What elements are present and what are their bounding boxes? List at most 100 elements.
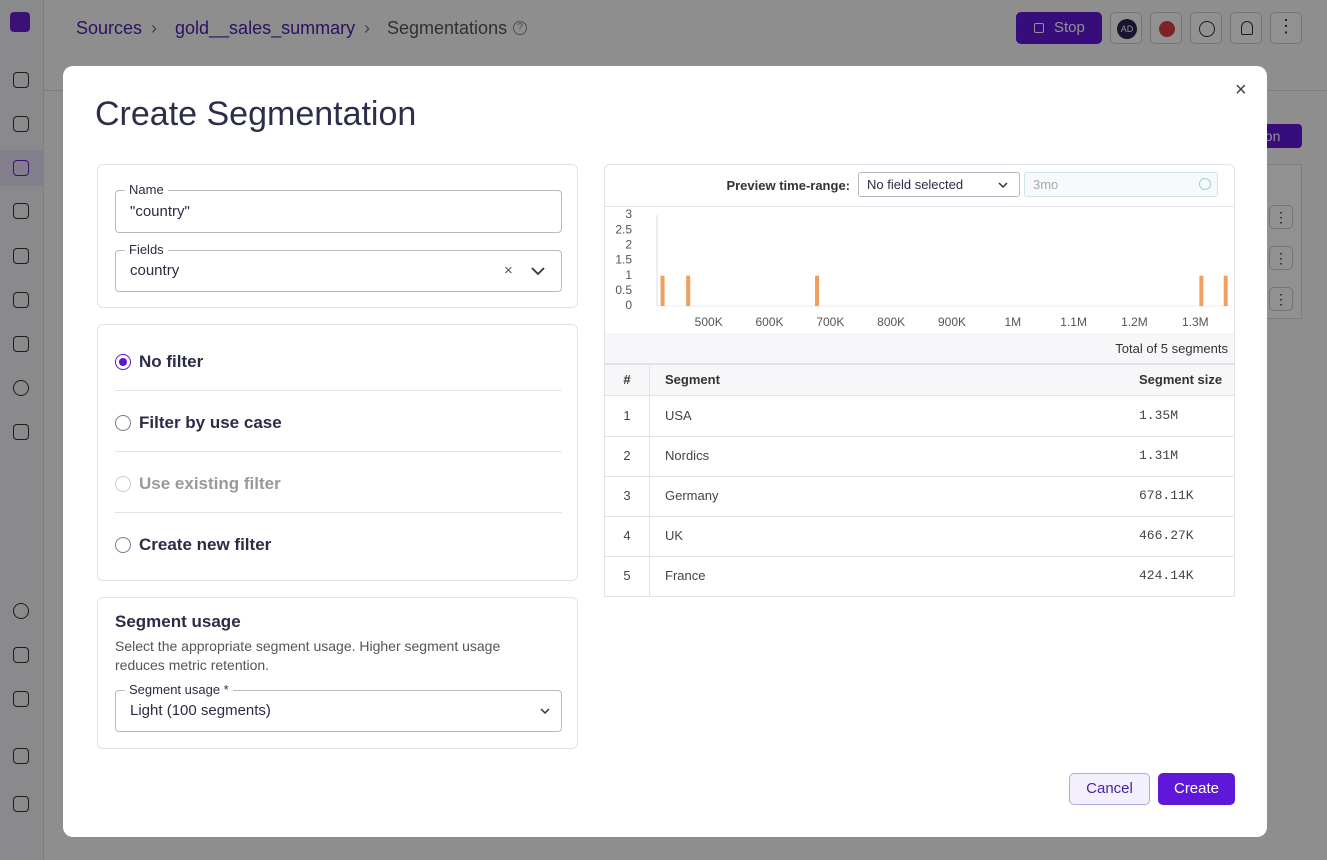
info-icon bbox=[1199, 21, 1215, 37]
radio[interactable] bbox=[115, 354, 131, 370]
breadcrumb[interactable]: gold__sales_summary bbox=[175, 18, 356, 38]
nav-icon[interactable] bbox=[13, 603, 29, 619]
time-range-placeholder: 3mo bbox=[1033, 177, 1059, 192]
chevron bbox=[998, 182, 1008, 189]
alert-icon bbox=[1159, 21, 1175, 37]
modal: Create Segmentation × Name "country" Fie… bbox=[63, 66, 1267, 837]
nav-icon[interactable] bbox=[13, 292, 29, 308]
nav-icon[interactable] bbox=[13, 116, 29, 132]
table-cell: UK bbox=[665, 528, 684, 543]
modal-title: Create Segmentation bbox=[95, 95, 417, 133]
name-label: Name bbox=[125, 183, 168, 197]
fields-select[interactable]: Fields country × bbox=[115, 243, 562, 292]
y-tick-label: 0.5 bbox=[615, 283, 632, 297]
radio[interactable] bbox=[115, 415, 131, 431]
y-tick-label: 2.5 bbox=[615, 222, 632, 236]
nav-icon[interactable] bbox=[13, 160, 29, 176]
menu-button[interactable]: ⋮ bbox=[1270, 12, 1302, 44]
nav-icon[interactable] bbox=[13, 336, 29, 352]
bar bbox=[1199, 275, 1204, 306]
x-tick-label: 1.3M bbox=[1182, 315, 1209, 329]
close-button[interactable]: × bbox=[1235, 79, 1247, 101]
table-cell: Nordics bbox=[665, 448, 710, 463]
x-tick-label: 700K bbox=[816, 315, 844, 329]
preview-panel: Preview time-range: No field selected 3m… bbox=[604, 164, 1235, 364]
filter-option[interactable]: Filter by use case bbox=[139, 413, 282, 432]
table-cell: 3 bbox=[623, 488, 631, 503]
table-cell: 5 bbox=[623, 568, 631, 583]
x-tick-label: 500K bbox=[695, 315, 723, 329]
fields-label: Fields bbox=[125, 243, 168, 257]
segment-usage-card: Segment usage Select the appropriate seg… bbox=[97, 597, 578, 749]
breadcrumb-separator: › bbox=[151, 18, 157, 38]
nav-icon[interactable] bbox=[13, 748, 29, 764]
row-divider bbox=[605, 516, 1234, 517]
help-icon[interactable]: ? bbox=[513, 21, 527, 35]
nav-icon[interactable] bbox=[13, 72, 29, 88]
breadcrumb: Segmentations bbox=[387, 18, 508, 38]
row-menu[interactable]: ⋮ bbox=[1269, 246, 1293, 270]
radio bbox=[115, 476, 131, 492]
time-range-input[interactable]: 3mo bbox=[1024, 172, 1218, 197]
nav-icon[interactable] bbox=[13, 647, 29, 663]
sidebar bbox=[0, 0, 44, 860]
table-cell: France bbox=[665, 568, 706, 583]
divider bbox=[605, 206, 1234, 207]
table-cell: 466.27K bbox=[1139, 528, 1194, 543]
row-menu[interactable]: ⋮ bbox=[1269, 287, 1293, 311]
breadcrumb-separator: › bbox=[364, 18, 370, 38]
y-tick-label: 1 bbox=[625, 268, 632, 282]
avatar-button[interactable]: AD bbox=[1110, 12, 1142, 44]
info-button[interactable] bbox=[1190, 12, 1222, 44]
nav-icon[interactable] bbox=[13, 796, 29, 812]
y-tick-label: 0 bbox=[625, 298, 632, 312]
nav-active[interactable] bbox=[0, 150, 44, 186]
bar bbox=[815, 275, 820, 306]
segment-usage-value: Light (100 segments) bbox=[130, 702, 271, 719]
nav-icon[interactable] bbox=[13, 380, 29, 396]
nav-icon[interactable] bbox=[13, 691, 29, 707]
chevron[interactable] bbox=[530, 265, 546, 277]
segment-usage-title: Segment usage bbox=[115, 612, 241, 631]
stop-icon bbox=[1034, 23, 1044, 33]
cancel-button[interactable]: Cancel bbox=[1069, 773, 1150, 805]
row-menu[interactable]: ⋮ bbox=[1269, 205, 1293, 229]
breadcrumb[interactable]: Sources bbox=[76, 18, 143, 38]
y-tick-label: 3 bbox=[625, 207, 632, 221]
filter-option[interactable]: No filter bbox=[139, 352, 204, 371]
bell-icon bbox=[1241, 21, 1253, 35]
create-button[interactable]: Create bbox=[1158, 773, 1235, 805]
bar bbox=[1223, 275, 1228, 306]
filter-option: Use existing filter bbox=[139, 474, 281, 493]
divider bbox=[115, 451, 562, 452]
column-header: Segment bbox=[665, 372, 720, 387]
clear-button[interactable]: × bbox=[504, 262, 513, 279]
nav-icon[interactable] bbox=[13, 203, 29, 219]
segment-usage-description: Select the appropriate segment usage. Hi… bbox=[115, 638, 501, 673]
x-tick-label: 900K bbox=[938, 315, 966, 329]
preview-label: Preview time-range: bbox=[726, 178, 850, 193]
stop-button[interactable]: Stop bbox=[1016, 12, 1102, 44]
nav-icon[interactable] bbox=[13, 424, 29, 440]
segment-usage-select[interactable]: Segment usage * Light (100 segments) bbox=[115, 683, 562, 732]
time-field-select[interactable]: No field selected bbox=[858, 172, 1020, 197]
fields-value: country bbox=[130, 262, 180, 279]
name-input[interactable]: Name "country" bbox=[115, 183, 562, 233]
radio-dot bbox=[118, 357, 127, 366]
column-header: # bbox=[623, 372, 631, 387]
radio[interactable] bbox=[115, 537, 131, 553]
nav-icon[interactable] bbox=[13, 248, 29, 264]
x-tick-label: 600K bbox=[756, 315, 784, 329]
table-header bbox=[605, 365, 1234, 396]
alert-button[interactable] bbox=[1150, 12, 1182, 44]
stop-label: Stop bbox=[1054, 19, 1085, 36]
row-divider bbox=[605, 476, 1234, 477]
logo[interactable] bbox=[10, 12, 30, 32]
notifications-button[interactable] bbox=[1230, 12, 1262, 44]
chevron[interactable] bbox=[539, 706, 551, 716]
name-fields-card: Name "country" Fields country × bbox=[97, 164, 578, 308]
table-cell: 1 bbox=[623, 408, 631, 423]
filter-option[interactable]: Create new filter bbox=[139, 535, 272, 554]
x-tick-label: 1.2M bbox=[1121, 315, 1148, 329]
